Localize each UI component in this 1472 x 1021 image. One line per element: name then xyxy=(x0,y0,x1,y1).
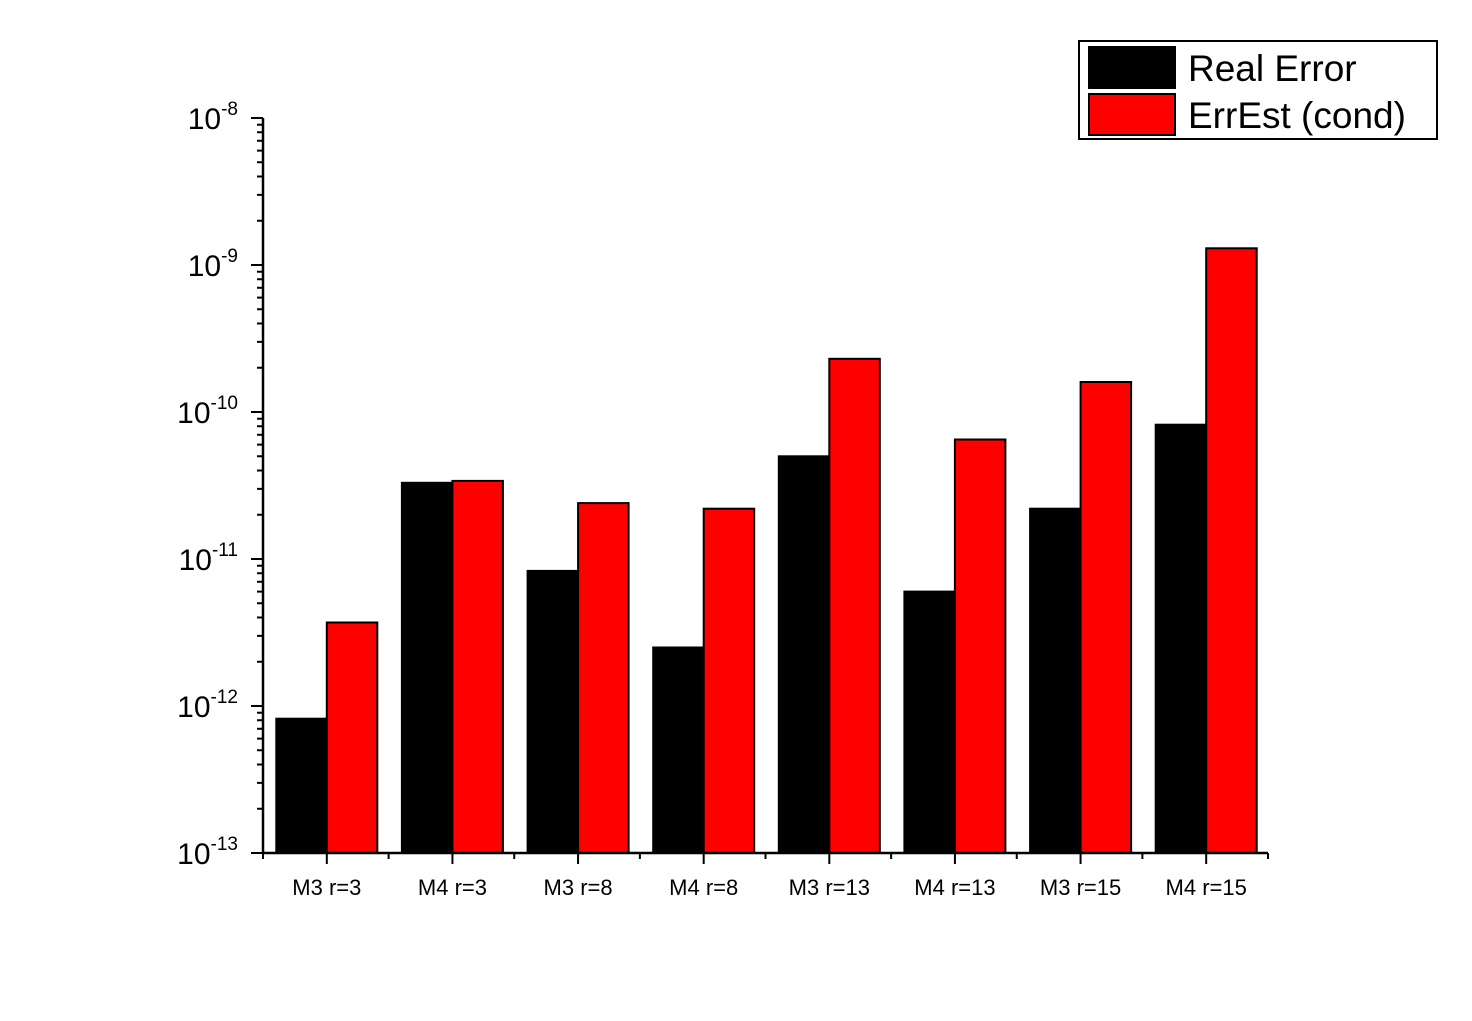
x-tick-label: M3 r=8 xyxy=(544,875,613,900)
bar-real-error-2 xyxy=(400,481,454,854)
y-tick-label: 10-11 xyxy=(179,540,238,577)
y-tick-label: 10-13 xyxy=(177,834,238,871)
bar-real-error-4 xyxy=(652,646,705,854)
bar-errest-cond-2 xyxy=(451,479,504,854)
bars-layer xyxy=(275,247,1258,855)
bar-real-error-8 xyxy=(1154,423,1208,854)
x-tick-label: M3 r=15 xyxy=(1040,875,1121,900)
legend-label-real-error: Real Error xyxy=(1188,48,1357,89)
bar-errest-cond-3 xyxy=(577,502,630,854)
legend-swatch-real-error xyxy=(1088,46,1176,89)
x-tick-label: M4 r=13 xyxy=(914,875,995,900)
axes: 10-8 10-9 10-10 10-11 10-12 10-13 M3 r=3 M4 r=3… xyxy=(177,99,1269,900)
x-tick-label: M3 r=3 xyxy=(292,875,361,900)
x-tick-label: M4 r=15 xyxy=(1166,875,1247,900)
bar-errest-cond-8 xyxy=(1205,247,1258,855)
y-tick-label: 10-9 xyxy=(188,246,238,283)
bar-errest-cond-7 xyxy=(1079,381,1133,854)
bar-errest-cond-6 xyxy=(953,438,1007,854)
legend: Real Error ErrEst (cond) xyxy=(1078,40,1438,140)
x-tick-label: M3 r=13 xyxy=(789,875,870,900)
bar-real-error-3 xyxy=(526,569,580,855)
bar-real-error-7 xyxy=(1029,507,1082,854)
bar-real-error-5 xyxy=(777,455,831,854)
legend-swatch-errest-cond xyxy=(1088,93,1176,136)
legend-label-errest-cond: ErrEst (cond) xyxy=(1188,95,1406,136)
y-tick-label: 10-8 xyxy=(188,99,238,136)
bar-errest-cond-1 xyxy=(325,621,379,854)
y-tick-label: 10-10 xyxy=(177,393,238,430)
x-tick-label: M4 r=3 xyxy=(418,875,487,900)
y-tick-label: 10-12 xyxy=(177,687,238,724)
bar-real-error-6 xyxy=(903,590,956,854)
bar-errest-cond-4 xyxy=(702,507,756,854)
bar-real-error-1 xyxy=(275,717,328,855)
bar-errest-cond-5 xyxy=(828,357,881,854)
x-tick-label: M4 r=8 xyxy=(669,875,738,900)
